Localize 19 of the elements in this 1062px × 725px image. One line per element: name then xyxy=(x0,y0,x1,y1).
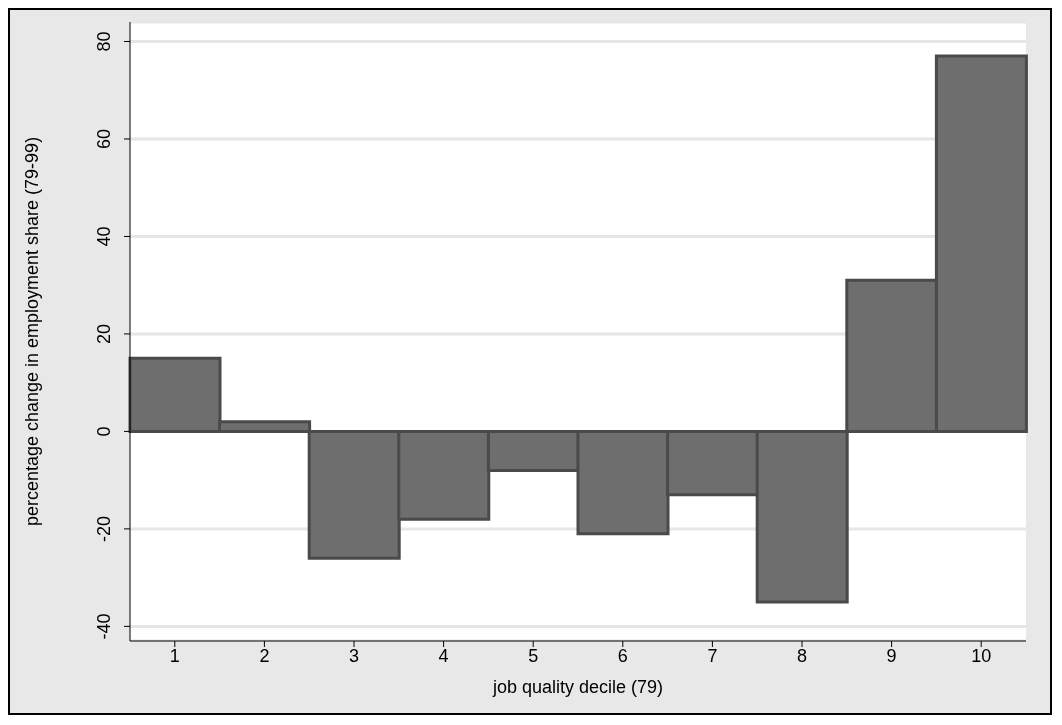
y-tick-label: 80 xyxy=(94,31,114,52)
y-tick-label: 60 xyxy=(94,128,114,149)
x-tick-label: 6 xyxy=(617,645,628,666)
x-tick-label: 1 xyxy=(169,645,180,666)
y-tick-label: 20 xyxy=(94,323,114,344)
y-axis-title: percentage change in employment share (79-99) xyxy=(22,136,43,527)
x-axis-title: job quality decile (79) xyxy=(491,677,664,697)
x-tick-label: 7 xyxy=(707,645,718,666)
y-tick-label: -20 xyxy=(94,515,114,542)
x-tick-label: 2 xyxy=(259,645,270,666)
x-tick-label: 8 xyxy=(796,645,808,666)
x-tick-label: 3 xyxy=(348,645,360,666)
y-tick-label: 0 xyxy=(94,426,114,437)
y-tick-label: -40 xyxy=(94,613,114,640)
x-tick-label: 10 xyxy=(971,645,992,666)
x-tick-label: 4 xyxy=(438,645,449,666)
x-tick-label: 9 xyxy=(886,645,897,666)
y-tick-label: 40 xyxy=(94,226,114,247)
x-tick-label: 5 xyxy=(528,645,539,666)
